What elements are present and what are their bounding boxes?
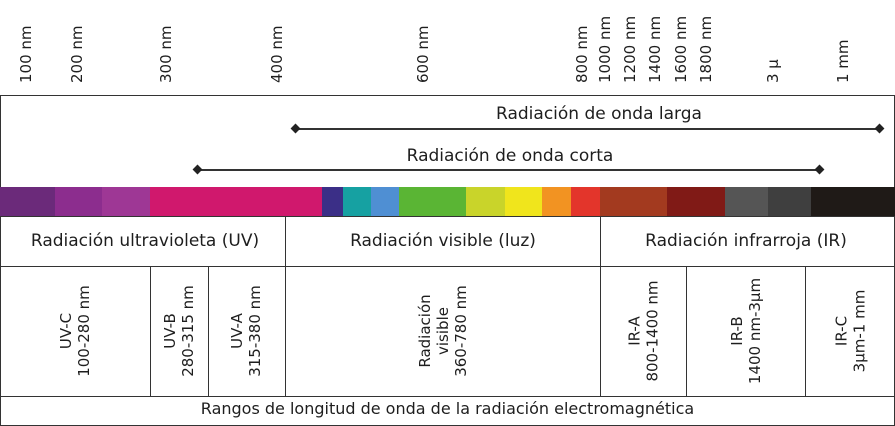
scale-label: 1200 nm (621, 15, 639, 83)
subregion-uvc-name: UV-C (56, 312, 75, 350)
spectrum-segment (600, 187, 667, 216)
subregion-irc: IR-C 3µm-1 mm (832, 290, 868, 373)
spectrum-segment (150, 187, 322, 216)
spectrum-segment (55, 187, 102, 216)
scale-label: 100 nm (17, 25, 35, 83)
subregion-visible-range: 360-780 nm (451, 285, 470, 377)
subregion-ira-name: IR-A (625, 316, 644, 346)
subregion-uvb-name: UV-B (160, 313, 179, 349)
spectrum-segment (466, 187, 505, 216)
long-wave-line (295, 128, 880, 130)
scale-label: 1400 nm (646, 15, 664, 83)
subregion-visible-line1: Radiación (415, 294, 434, 368)
scale-label: 3 µ (764, 59, 782, 83)
subregion-uvb: UV-B 280-315 nm (161, 285, 197, 377)
long-wave-end-marker (874, 123, 885, 134)
divider-visible-ir (600, 216, 601, 396)
divider-uv-visible (285, 216, 286, 396)
subregion-uvc-range: 100-280 nm (74, 285, 93, 377)
scale-label: 1600 nm (672, 15, 690, 83)
subregion-irb-name: IR-B (728, 316, 747, 346)
region-label-uv: Radiación ultravioleta (UV) (30, 231, 260, 251)
spectrum-segment (0, 187, 55, 216)
diagram-caption: Rangos de longitud de onda de la radiaci… (200, 399, 695, 418)
long-wave-start-marker (290, 123, 301, 134)
subregion-ira: IR-A 800-1400 nm (625, 280, 661, 381)
spectrum-segment (102, 187, 150, 216)
short-wave-end-marker (814, 164, 825, 175)
spectrum-segment (399, 187, 466, 216)
subregion-irc-range: 3µm-1 mm (849, 289, 868, 373)
divider-irb-irc (805, 266, 806, 396)
scale-label: 1000 nm (596, 15, 614, 83)
scale-label: 600 nm (414, 25, 432, 83)
subregion-uva-range: 315-380 nm (245, 285, 264, 377)
scale-label: 1800 nm (697, 15, 715, 83)
subregion-irb-range: 1400 nm-3µm (746, 277, 765, 385)
caption-top-line (0, 396, 895, 397)
subregion-irc-name: IR-C (831, 315, 850, 347)
spectrum-segment (505, 187, 542, 216)
frame-left-line (0, 95, 1, 426)
subregion-uvb-range: 280-315 nm (178, 285, 197, 377)
region-label-visible: Radiación visible (luz) (350, 231, 536, 251)
subregion-irb: IR-B 1400 nm-3µm (728, 278, 764, 384)
short-wave-start-marker (192, 164, 203, 175)
subregion-ira-range: 800-1400 nm (643, 280, 662, 382)
subregion-uvc: UV-C 100-280 nm (57, 285, 93, 377)
frame-top-line (0, 95, 895, 96)
divider-ira-irb (686, 266, 687, 396)
spectrum-segment (371, 187, 399, 216)
region-row-bottom-line (0, 266, 895, 267)
scale-label: 800 nm (573, 25, 591, 83)
subregion-visible: Radiación visible 360-780 nm (416, 285, 470, 377)
region-row-top-line (0, 216, 895, 217)
divider-uvb-uva (208, 266, 209, 396)
spectrum-segment (811, 187, 895, 216)
spectrum-segment (343, 187, 371, 216)
scale-label: 300 nm (157, 25, 175, 83)
spectrum-segment (542, 187, 571, 216)
long-wave-label: Radiación de onda larga (496, 104, 702, 124)
subregion-uva-name: UV-A (227, 313, 246, 349)
subregion-visible-line2: visible (433, 307, 452, 355)
region-label-ir: Radiación infrarroja (IR) (645, 231, 847, 251)
short-wave-label: Radiación de onda corta (406, 146, 614, 166)
scale-label: 200 nm (68, 25, 86, 83)
short-wave-line (197, 169, 820, 171)
spectrum-segment (725, 187, 768, 216)
spectrum-segment (571, 187, 600, 216)
divider-uvc-uvb (150, 266, 151, 396)
scale-label: 400 nm (268, 25, 286, 83)
spectrum-segment (768, 187, 811, 216)
spectrum-segment (322, 187, 343, 216)
subregion-uva: UV-A 315-380 nm (228, 285, 264, 377)
scale-label: 1 mm (834, 39, 852, 83)
spectrum-segment (667, 187, 725, 216)
